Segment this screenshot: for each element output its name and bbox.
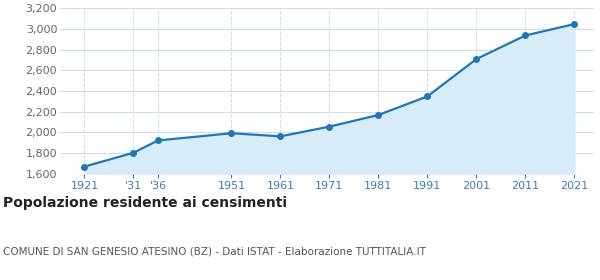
Text: COMUNE DI SAN GENESIO ATESINO (BZ) - Dati ISTAT - Elaborazione TUTTITALIA.IT: COMUNE DI SAN GENESIO ATESINO (BZ) - Dat… (3, 246, 426, 256)
Text: Popolazione residente ai censimenti: Popolazione residente ai censimenti (3, 196, 287, 210)
